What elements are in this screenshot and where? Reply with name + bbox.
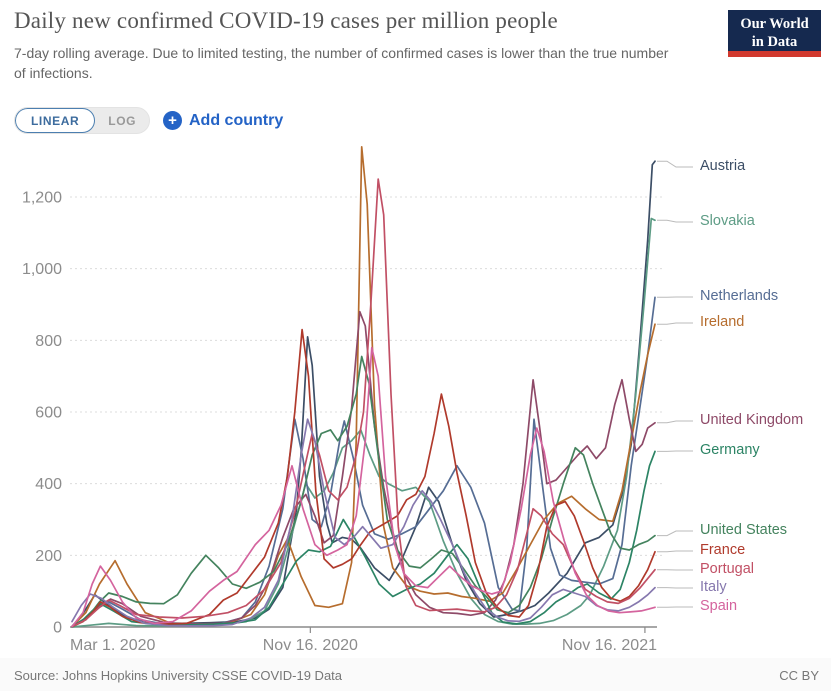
series-label-portugal[interactable]: Portugal xyxy=(700,561,755,577)
series-line-germany[interactable] xyxy=(71,450,656,628)
series-line-portugal[interactable] xyxy=(71,178,656,628)
y-axis-tick-label: 0 xyxy=(53,620,62,637)
scale-toggle-group: LINEAR LOG xyxy=(14,107,151,134)
series-label-united-states[interactable]: United States xyxy=(700,522,788,538)
y-axis-tick-label: 600 xyxy=(35,405,62,422)
series-line-france[interactable] xyxy=(71,328,656,628)
y-axis-tick-label: 400 xyxy=(35,476,62,493)
label-connector-united-kingdom xyxy=(657,420,693,424)
series-line-united-states[interactable] xyxy=(71,355,656,628)
label-connector-united-states xyxy=(657,530,693,537)
owid-logo[interactable]: Our World in Data xyxy=(728,10,821,57)
log-toggle-button[interactable]: LOG xyxy=(108,113,137,128)
label-connector-austria xyxy=(657,160,693,168)
series-label-slovakia[interactable]: Slovakia xyxy=(700,213,755,229)
series-label-united-kingdom[interactable]: United Kingdom xyxy=(700,412,804,428)
footer-bar: Source: Johns Hopkins University CSSE CO… xyxy=(0,658,831,691)
owid-logo-line2: in Data xyxy=(751,34,798,51)
plus-icon: + xyxy=(163,111,182,130)
y-axis-tick-label: 200 xyxy=(35,548,62,565)
chart-plot-area: 0 200 400 600 800 1,000 1,200 Mar 1, 2020 Nov 16… xyxy=(22,145,693,650)
page-title: Daily new confirmed COVID-19 cases per m… xyxy=(14,8,558,33)
add-country-label: Add country xyxy=(189,111,284,129)
license-link[interactable]: CC BY xyxy=(779,668,819,683)
series-label-spain[interactable]: Spain xyxy=(700,598,738,614)
x-axis-tick-label: Nov 16, 2021 xyxy=(562,637,657,650)
x-axis-tick-label: Nov 16, 2020 xyxy=(263,637,358,650)
series-label-germany[interactable]: Germany xyxy=(700,442,760,458)
add-country-button[interactable]: + Add country xyxy=(163,107,283,134)
x-axis-tick-label: Mar 1, 2020 xyxy=(70,637,155,650)
source-note: Source: Johns Hopkins University CSSE CO… xyxy=(14,668,343,683)
label-connector-slovakia xyxy=(657,219,693,223)
series-line-united-kingdom[interactable] xyxy=(71,310,656,628)
series-line-slovakia[interactable] xyxy=(71,217,656,628)
label-connector-france xyxy=(657,550,693,553)
owid-logo-line1: Our World xyxy=(740,16,809,32)
y-axis-tick-label: 1,200 xyxy=(22,190,62,207)
y-axis-tick-label: 1,000 xyxy=(22,261,62,278)
series-label-italy[interactable]: Italy xyxy=(700,579,727,595)
series-line-spain[interactable] xyxy=(71,346,656,628)
label-connector-ireland xyxy=(657,322,693,325)
series-line-austria[interactable] xyxy=(71,160,656,628)
series-label-ireland[interactable]: Ireland xyxy=(700,314,745,330)
series-label-france[interactable]: France xyxy=(700,542,746,558)
series-line-italy[interactable] xyxy=(71,418,656,627)
y-axis-tick-label: 800 xyxy=(35,333,62,350)
series-label-austria[interactable]: Austria xyxy=(700,158,746,174)
linear-toggle-button[interactable]: LINEAR xyxy=(15,108,96,133)
page-subtitle: 7-day rolling average. Due to limited te… xyxy=(14,45,669,81)
series-label-netherlands[interactable]: Netherlands xyxy=(700,288,779,304)
